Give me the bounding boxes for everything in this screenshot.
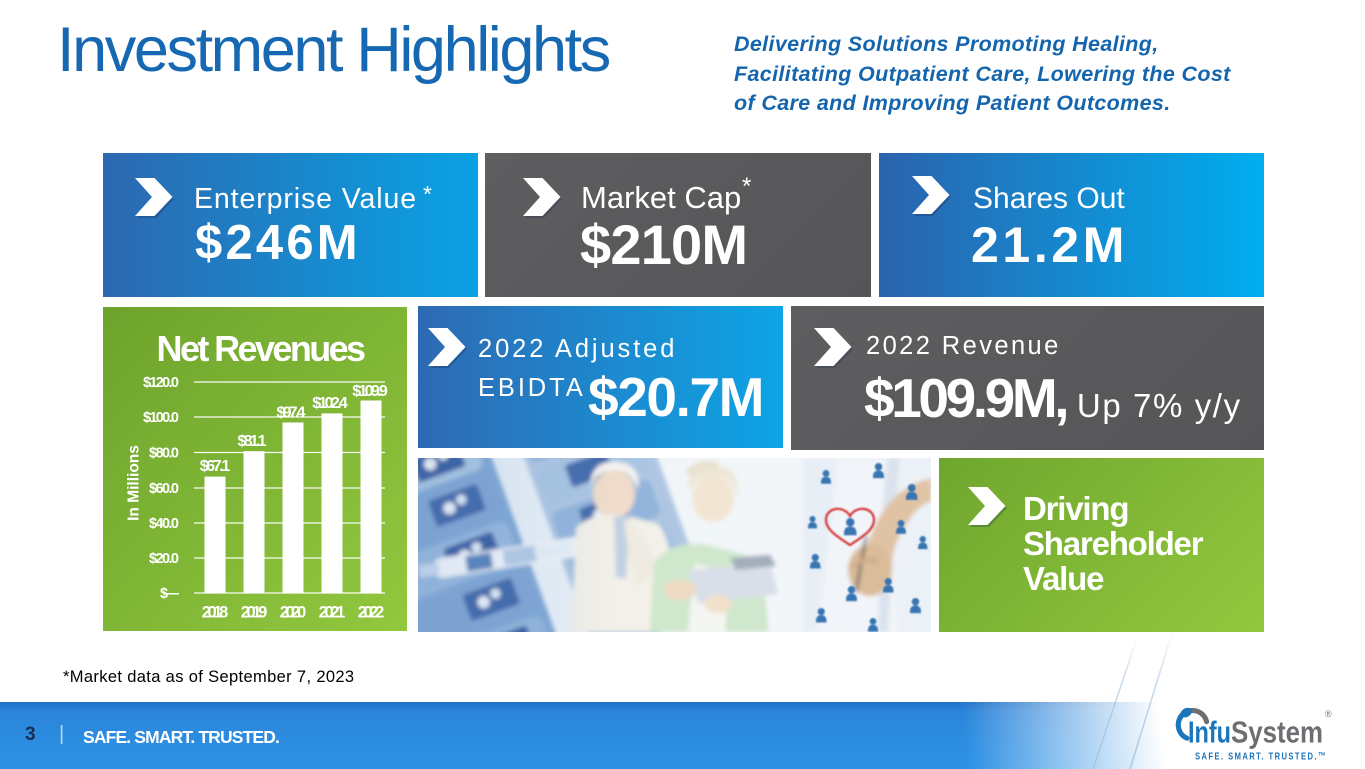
svg-text:SAFE. SMART. TRUSTED.™: SAFE. SMART. TRUSTED.™ [1195, 751, 1327, 763]
svg-text:$40.0: $40.0 [149, 516, 179, 532]
svg-text:Infu: Infu [1188, 716, 1231, 750]
svg-text:$109.9: $109.9 [352, 383, 388, 400]
svg-text:$20.0: $20.0 [149, 551, 179, 567]
svg-text:$81.1: $81.1 [238, 433, 267, 450]
svg-text:$97.4: $97.4 [277, 405, 306, 422]
svg-text:2022: 2022 [358, 604, 385, 622]
svg-text:$67.1: $67.1 [200, 458, 231, 475]
svg-text:$100.0: $100.0 [143, 410, 179, 426]
svg-text:In Millions: In Millions [126, 445, 143, 521]
svg-text:$60.0: $60.0 [149, 481, 179, 497]
svg-text:2018: 2018 [202, 604, 229, 622]
svg-text:$102.4: $102.4 [312, 395, 348, 412]
svg-text:$120.0: $120.0 [143, 375, 179, 391]
svg-text:$80.0: $80.0 [149, 446, 179, 462]
svg-text:2020: 2020 [280, 604, 307, 622]
svg-text:$—: $— [160, 586, 180, 602]
svg-text:2021: 2021 [319, 604, 346, 622]
svg-text:System: System [1231, 716, 1323, 750]
svg-text:®: ® [1325, 709, 1332, 719]
svg-text:2019: 2019 [241, 604, 268, 622]
